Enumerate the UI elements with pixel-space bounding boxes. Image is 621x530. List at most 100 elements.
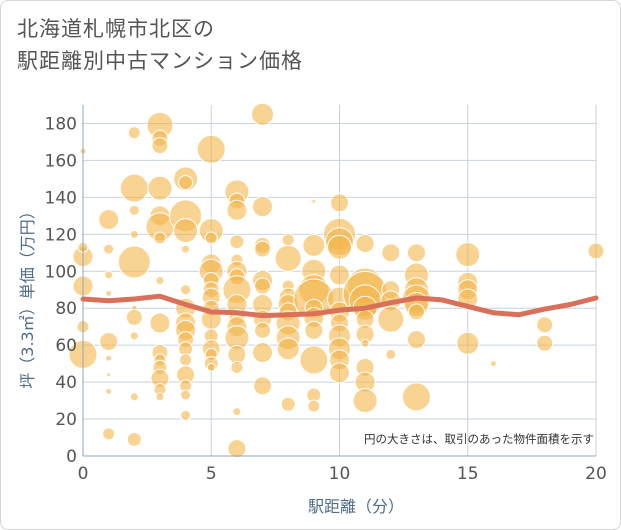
bubble [227,344,247,364]
x-tick-label: 20 [585,464,607,484]
title-line-2: 駅距離別中古マンション価格 [17,49,303,73]
bubble [281,233,295,247]
bubble [329,362,350,384]
bubble [456,331,480,355]
bubble [155,276,165,285]
tick-labels: 0 20 40 60 80 100 120 140 160 180 0 5 10 15 20 [45,114,607,484]
y-tick-label: 80 [55,299,77,319]
bubble [196,134,226,164]
bubble [254,240,272,258]
bubble [105,289,113,297]
bubble [407,303,425,321]
bubble [536,334,554,352]
bubble [252,196,274,218]
bubble [587,242,605,260]
bubble [385,348,397,360]
bubble [204,231,218,245]
bubble [147,175,173,201]
y-tick-label: 60 [55,336,77,356]
bubble [299,345,329,375]
bubble [280,396,296,412]
bubble [105,387,113,395]
bubble [127,126,141,140]
bubble [230,360,244,374]
y-tick-label: 40 [55,373,77,393]
bubble [99,331,119,351]
bubble [129,392,139,402]
bubble [106,372,112,378]
bubble [178,175,194,191]
bubble [179,353,193,367]
bubble [180,389,192,401]
bubble [173,218,199,244]
bubble [377,305,405,333]
y-tick-label: 0 [66,447,77,467]
y-tick-label: 20 [55,410,77,430]
bubble-series [68,102,605,459]
y-tick-label: 120 [45,225,77,245]
bubble [206,362,216,372]
bubble [406,243,426,263]
bubble [252,342,274,364]
bubble [153,231,167,245]
bubble [406,330,426,350]
bubble [104,270,114,280]
bubble [274,244,302,272]
bubble [105,354,113,362]
y-tick-label: 180 [45,114,77,134]
bubble [327,234,352,260]
chart-title: 北海道札幌市北区の 駅距離別中古マンション価格 [17,13,303,77]
bubble [102,427,116,441]
y-tick-label: 100 [45,262,77,282]
x-tick-label: 5 [206,464,217,484]
x-tick-label: 10 [329,464,351,484]
bubble [254,277,272,295]
bubble [129,331,139,341]
bubble [180,409,192,421]
bubble [302,233,326,257]
title-line-1: 北海道札幌市北区の [17,17,215,41]
axes [82,105,596,457]
bubble [129,229,139,239]
bubble [352,388,378,414]
bubble [155,392,165,402]
bubble [330,193,349,213]
bubble [232,407,242,417]
bubble [103,243,115,255]
bubble [227,439,247,459]
x-tick-label: 15 [457,464,479,484]
y-tick-label: 160 [45,151,77,171]
bubble [98,209,120,231]
trend-line [80,293,599,319]
bubble [126,431,142,447]
bubble [489,360,497,368]
bubble [311,198,317,204]
size-annotation: 円の大きさは、取引のあった物件面積を示す [364,432,594,446]
bubble [128,204,140,216]
bubble [119,173,149,203]
bubble [226,199,248,221]
bubble [180,284,192,296]
bubble [355,234,375,254]
x-axis-label: 駅距離（分） [308,497,404,516]
x-tick-label: 0 [78,464,89,484]
bubble [125,308,143,326]
bubble [253,376,273,396]
y-tick-label: 140 [45,188,77,208]
bubble [360,338,370,348]
bubble [251,102,275,126]
bubble [536,316,554,334]
y-axis-label: 坪（3.3㎡）単価（万円） [18,203,37,388]
bubble [455,242,481,268]
bubble [329,264,350,286]
bubble [254,321,272,339]
bubble [401,382,431,412]
bubble [381,243,401,263]
bubble [304,320,324,340]
bubble [117,245,151,279]
bubble [307,399,321,413]
bubble [276,337,300,361]
bubble [151,137,169,155]
bubble [229,234,245,250]
